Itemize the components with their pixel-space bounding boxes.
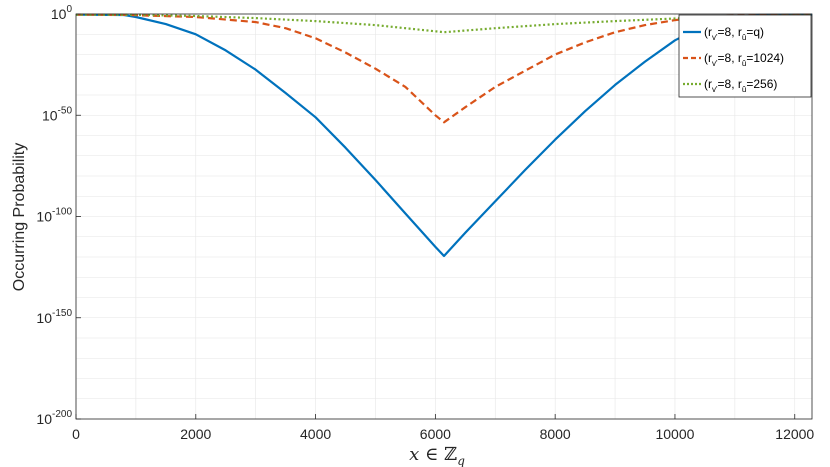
- x-tick-label: 10000: [655, 426, 694, 442]
- legend-label-3: (rv'=8, rû=256): [704, 77, 777, 94]
- legend: (rv'=8, rû=q) (rv'=8, rû=1024) (rv'=8, rû=…: [678, 14, 812, 98]
- legend-label-1: (rv'=8, rû=q): [704, 25, 764, 42]
- y-tick-label: 10-150: [36, 308, 72, 326]
- y-tick-label: 10-50: [42, 105, 72, 123]
- y-axis-label: Occurring Probability: [11, 143, 28, 292]
- y-tick-label: 10-200: [36, 409, 72, 427]
- x-tick-label: 8000: [540, 426, 571, 442]
- y-tick-label: 10-100: [36, 207, 72, 225]
- legend-label-2: (rv'=8, rû=1024): [704, 51, 784, 68]
- y-ticks: 100 10-50 10-100 10-150 10-200: [36, 4, 81, 427]
- x-tick-label: 4000: [300, 426, 331, 442]
- y-tick-label: 100: [51, 4, 73, 22]
- x-tick-label: 6000: [420, 426, 451, 442]
- series-line-2: [75, 13, 813, 124]
- series-line-3: [75, 13, 813, 34]
- x-tick-label: 12000: [775, 426, 814, 442]
- series-line-1: [75, 13, 813, 258]
- x-axis-label-sub: q: [457, 454, 465, 467]
- x-tick-label: 0: [72, 426, 80, 442]
- x-axis-label-var: x: [409, 444, 419, 465]
- series-layer: [75, 13, 813, 258]
- x-ticks: 0 2000 4000 6000 8000 10000 12000: [72, 414, 814, 442]
- x-axis-label-in: ∈ ℤ: [419, 444, 457, 465]
- x-tick-label: 2000: [180, 426, 211, 442]
- x-axis-label: x ∈ ℤq: [409, 444, 465, 467]
